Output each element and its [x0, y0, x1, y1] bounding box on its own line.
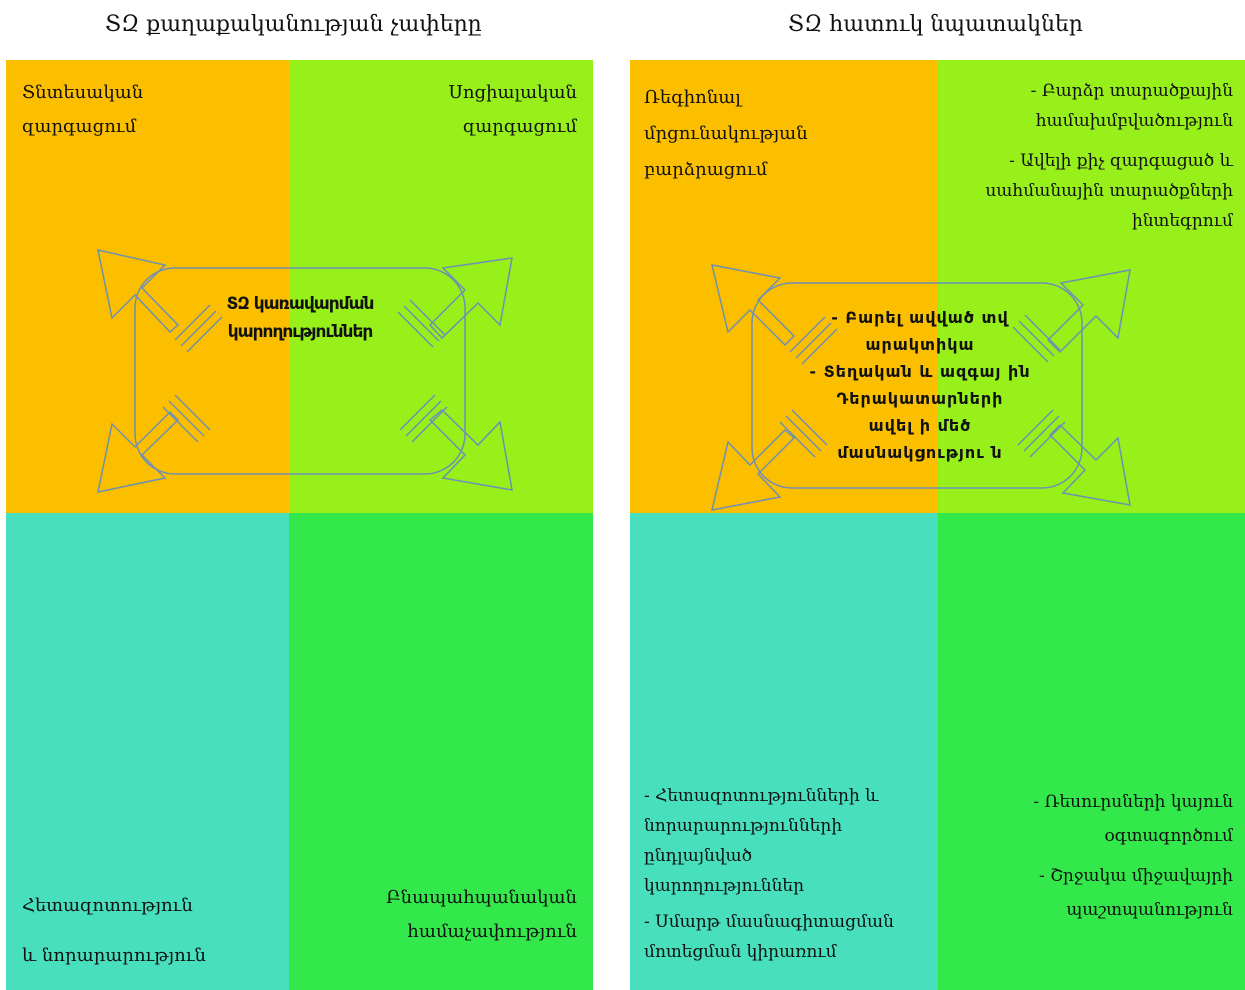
competitiveness-line-1: Ռեգիոնալ	[644, 87, 741, 108]
innovation-bullet-1-line-3: ընդլայնված	[644, 846, 753, 866]
right-center-line-5: ավել ի մեծ	[868, 416, 972, 435]
cohesion-bullet-2-line-2: սահմանային տարածքների	[985, 181, 1233, 201]
environment-line-1: Բնապահպանական	[386, 887, 577, 908]
innovation-bullet-2-line-1: - Սմարթ մասնագիտացման	[644, 912, 894, 932]
right-center-line-2: արակտիկա	[865, 335, 975, 354]
right-center-line-1: - Բարել ավված տվ	[831, 308, 1009, 327]
right-center-label: - Բարել ավված տվ արակտիկա - Տեղական և ազ…	[770, 304, 1070, 466]
economic-line-1: Տնտեսական	[22, 82, 144, 103]
right-panel-title: ՏԶ հատուկ նպատակներ	[788, 12, 1083, 37]
competitiveness-line-3: բարձրացում	[644, 159, 768, 180]
economic-line-2: զարգացում	[22, 116, 137, 137]
right-panel: Ռեգիոնալ մրցունակության բարձրացում - Բար…	[630, 60, 1245, 990]
right-center-line-6: մասնակցությու ն	[837, 443, 1003, 462]
right-center-line-4: Դերակատարների	[836, 389, 1004, 408]
environment-line-2: համաչափություն	[407, 921, 577, 942]
left-center-line-1: ՏԶ կառավարման	[226, 294, 375, 314]
social-line-1: Սոցիալական	[448, 82, 577, 103]
left-quadrant-research: Հետազոտություն և նորարարություն	[6, 513, 289, 990]
resources-bullet-1-line-2: օգտագործում	[1104, 826, 1233, 846]
innovation-bullet-2-line-2: մոտեցման կիրառում	[644, 942, 837, 962]
cohesion-bullet-1-line-2: համախմբվածություն	[1035, 111, 1233, 131]
left-center-line-2: կարողություններ	[227, 322, 374, 342]
left-quadrant-social: Սոցիալական զարգացում	[289, 60, 593, 513]
innovation-bullet-1-line-2: նորարարությունների	[644, 816, 843, 836]
left-quadrant-environment: Բնապահպանական համաչափություն	[289, 513, 593, 990]
cohesion-bullet-2-line-3: ինտեգրում	[1131, 211, 1233, 231]
innovation-bullet-1-line-1: - Հետազոտությունների և	[644, 786, 879, 806]
competitiveness-line-2: մրցունակության	[644, 123, 808, 144]
social-line-2: զարգացում	[462, 116, 577, 137]
left-quadrant-economic: Տնտեսական զարգացում	[6, 60, 289, 513]
left-panel-title: ՏԶ քաղաքականության չափերը	[105, 12, 482, 37]
cohesion-bullet-1-line-1: - Բարձր տարածքային	[1030, 81, 1233, 101]
right-quadrant-resources: - Ռեսուրսների կայուն օգտագործում - Շրջակ…	[938, 513, 1245, 990]
research-line-2: և նորարարություն	[22, 945, 206, 966]
research-line-1: Հետազոտություն	[22, 895, 193, 916]
right-quadrant-innovation: - Հետազոտությունների և նորարարություններ…	[630, 513, 938, 990]
cohesion-bullet-2-line-1: - Ավելի քիչ զարգացած և	[1009, 151, 1233, 171]
resources-bullet-2-line-2: պաշտպանություն	[1066, 900, 1233, 920]
resources-bullet-1-line-1: - Ռեսուրսների կայուն	[1033, 792, 1233, 812]
innovation-bullet-1-line-4: կարողություններ	[644, 876, 805, 896]
left-center-label: ՏԶ կառավարման կարողություններ	[190, 290, 410, 346]
resources-bullet-2-line-1: - Շրջակա միջավայրի	[1038, 866, 1233, 886]
left-panel: Տնտեսական զարգացում Սոցիալական զարգացում…	[6, 60, 593, 990]
right-center-line-3: - Տեղական և ազգայ ին	[809, 362, 1031, 381]
